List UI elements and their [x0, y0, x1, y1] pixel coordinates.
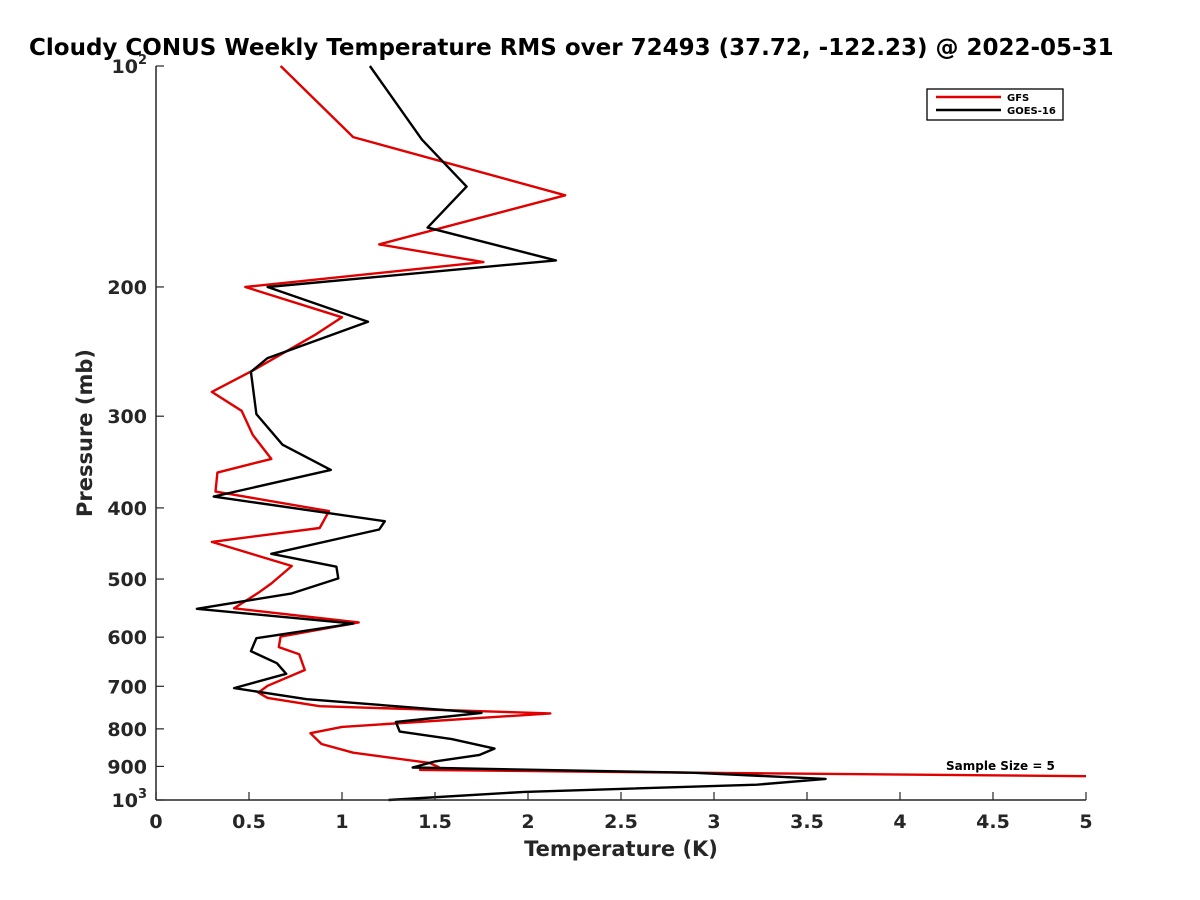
y-tick-label: 400: [107, 498, 147, 520]
x-tick-label: 5: [1079, 811, 1092, 833]
series-line-gfs: [210, 65, 1087, 778]
x-tick-label: 0.5: [232, 811, 266, 833]
x-ticks: 0 0.5 1 1.5 2 2.5 3 3.5 4 4.5 5: [149, 792, 1093, 833]
legend-label-goes-16: GOES-16: [1007, 106, 1056, 117]
y-tick-label: 103: [112, 787, 148, 812]
plot-area: [195, 65, 1087, 802]
y-ticks: 102 200 300 400 500 600 700 800 900 103: [107, 53, 164, 812]
y-tick-label: 600: [107, 627, 147, 649]
y-tick-label: 900: [107, 756, 147, 778]
sample-size-annotation: Sample Size = 5: [946, 759, 1055, 773]
x-axis-label: Temperature (K): [524, 837, 718, 861]
x-tick-label: 4: [893, 811, 906, 833]
x-tick-label: 3: [707, 811, 720, 833]
y-tick-label: 300: [107, 406, 147, 428]
y-tick-label: 800: [107, 719, 147, 741]
y-tick-label: 500: [107, 569, 147, 591]
series-line-goes-16: [195, 65, 827, 802]
legend-box: [926, 88, 1064, 121]
legend: GFS GOES-16: [926, 88, 1064, 121]
y-tick-label: 200: [107, 277, 147, 299]
x-tick-label: 3.5: [790, 811, 824, 833]
y-axis-label: Pressure (mb): [73, 349, 97, 517]
y-tick-label: 102: [112, 53, 148, 78]
x-tick-label: 0: [149, 811, 162, 833]
y-tick-label: 700: [107, 676, 147, 698]
chart-title: Cloudy CONUS Weekly Temperature RMS over…: [29, 35, 1114, 61]
legend-label-gfs: GFS: [1007, 93, 1029, 104]
x-tick-label: 4.5: [976, 811, 1010, 833]
x-tick-label: 1.5: [418, 811, 452, 833]
x-tick-label: 1: [335, 811, 348, 833]
x-tick-label: 2.5: [604, 811, 638, 833]
x-tick-label: 2: [521, 811, 534, 833]
axes: [155, 66, 1086, 801]
